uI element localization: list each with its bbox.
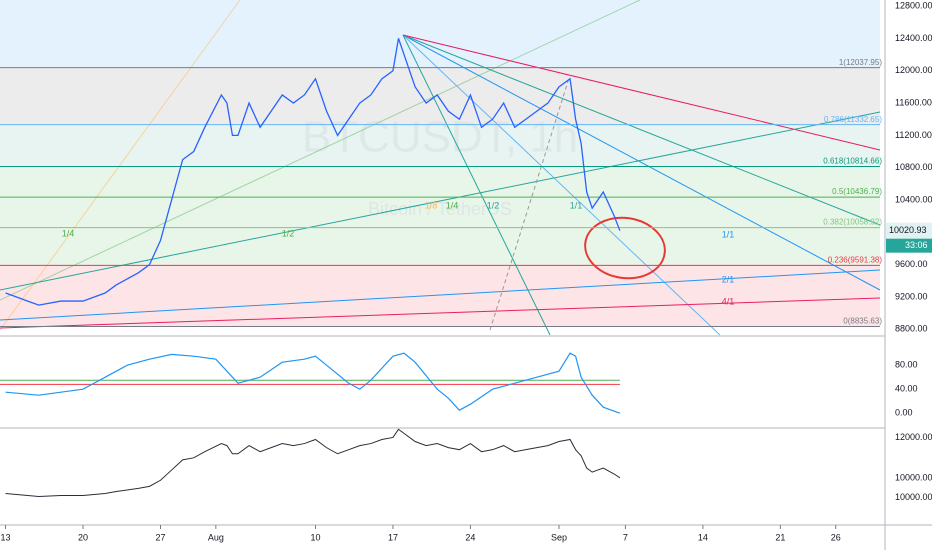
lower-tick-label: 10000.00 <box>895 473 932 483</box>
x-tick-label: 27 <box>155 532 165 542</box>
extra-tick-label: 10000.00 <box>895 492 932 502</box>
watermark-sub: Bitcoin / TetherUS <box>368 199 512 219</box>
fib-label: 0.236(9591.38) <box>828 256 883 265</box>
fan-label: 1/2 <box>487 200 500 210</box>
price-line <box>5 38 621 306</box>
fib-label: 0(8835.63) <box>843 317 882 326</box>
x-tick-label: 13 <box>1 532 11 542</box>
y-tick-label: 9200.00 <box>895 291 928 301</box>
x-tick-label: 26 <box>831 532 841 542</box>
fan-label: 1/8 <box>425 200 438 210</box>
fan-label: 1/1 <box>570 200 583 210</box>
y-tick-label: 11200.00 <box>895 130 932 140</box>
x-tick-label: 14 <box>698 532 708 542</box>
countdown-tag <box>886 238 932 253</box>
x-tick-label: 24 <box>465 532 475 542</box>
fib-label: 0.618(10814.66) <box>823 157 882 166</box>
price-tag-label: 10020.93 <box>889 225 927 235</box>
watermark: BTCUSDT, 1h <box>302 113 578 162</box>
lower-line <box>5 428 621 498</box>
fan-label: 1/2 <box>282 228 295 238</box>
fan-label: 1/1 <box>722 229 735 239</box>
fib-band <box>0 265 880 327</box>
y-tick-label: 8800.00 <box>895 324 928 334</box>
rsi-tick-label: 80.00 <box>895 360 918 370</box>
y-tick-label: 12400.00 <box>895 33 932 43</box>
fan-label: 4/1 <box>722 296 735 306</box>
x-tick-label: Aug <box>208 532 224 542</box>
x-tick-label: 10 <box>310 532 320 542</box>
fan-label: 1/4 <box>62 228 75 238</box>
rsi-tick-label: 0.00 <box>895 408 913 418</box>
y-tick-label: 9600.00 <box>895 259 928 269</box>
x-tick-label: 17 <box>388 532 398 542</box>
fib-label: 0.382(10058.92) <box>823 218 882 227</box>
x-tick-label: 20 <box>78 532 88 542</box>
y-tick-label: 12800.00 <box>895 0 932 10</box>
x-tick-label: 21 <box>775 532 785 542</box>
y-tick-label: 11600.00 <box>895 97 932 107</box>
rsi-tick-label: 40.00 <box>895 384 918 394</box>
countdown-label: 33:06 <box>905 240 928 250</box>
y-tick-label: 12000.00 <box>895 65 932 75</box>
fib-label: 0.5(10436.79) <box>832 187 882 196</box>
lower-tick-label: 12000.00 <box>895 432 932 442</box>
x-tick-label: 7 <box>623 532 628 542</box>
y-tick-label: 10400.00 <box>895 194 932 204</box>
fan-label: 2/1 <box>722 274 735 284</box>
fib-label: 0.786(11332.65) <box>824 115 882 124</box>
x-tick-label: Sep <box>551 532 567 542</box>
fib-band <box>0 124 880 167</box>
price-tag <box>886 222 932 239</box>
fib-label: 1(12037.95) <box>839 58 882 67</box>
fan-label: 1/4 <box>446 200 459 210</box>
fib-band <box>0 67 880 125</box>
rsi-line <box>5 352 621 414</box>
y-tick-label: 10800.00 <box>895 162 932 172</box>
fib-band <box>0 0 880 68</box>
fib-band <box>0 166 880 266</box>
fan-lines <box>0 0 881 336</box>
